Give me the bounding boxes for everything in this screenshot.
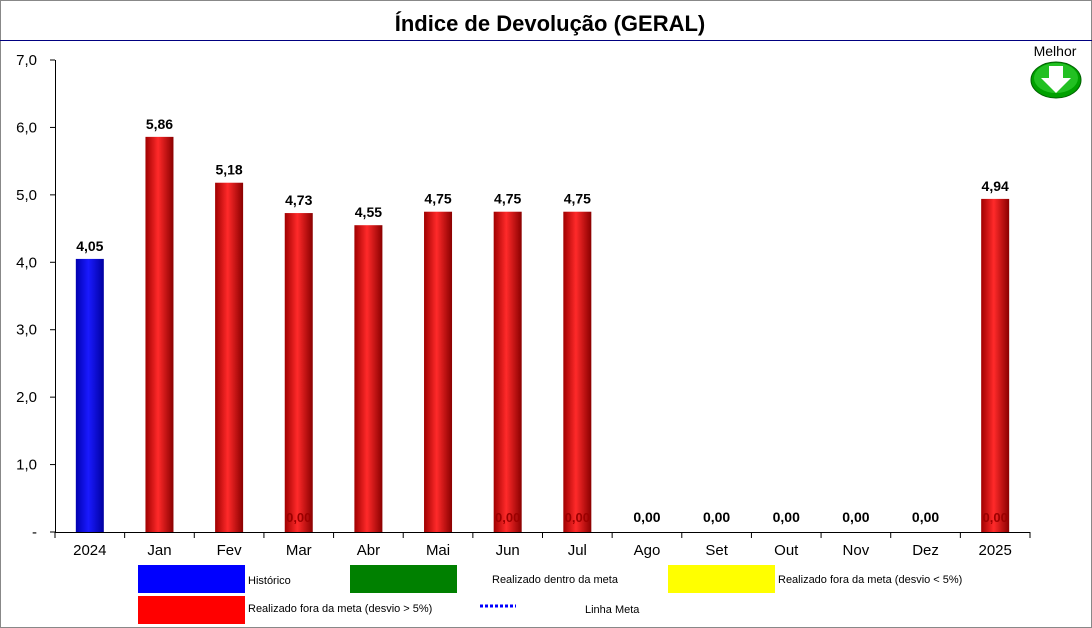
bars	[75, 136, 1010, 532]
bar-jul	[563, 211, 592, 532]
data-label: 4,05	[76, 238, 103, 254]
x-tick-label: 2024	[73, 542, 106, 559]
x-tick-label: Set	[705, 542, 728, 559]
data-labels: 4,05 5,86 5,18 4,73 0,00 4,55 4,75 4,75 0,00 4,75…	[76, 116, 1009, 525]
bar-mar	[284, 213, 313, 532]
y-tick-label: 5,0	[16, 187, 37, 204]
data-label: 0,00	[912, 509, 939, 525]
legend-swatch-fora5	[138, 596, 245, 624]
legend-label-fora5: Realizado fora da meta (desvio > 5%)	[248, 603, 432, 615]
y-tick-label: 7,0	[16, 52, 37, 69]
bar-2024	[75, 258, 104, 532]
bar-fev	[215, 182, 244, 532]
x-tick-label: Abr	[357, 542, 380, 559]
x-tick-label: Jul	[568, 542, 587, 559]
y-tick-label: 6,0	[16, 119, 37, 136]
data-label: 4,94	[982, 178, 1009, 194]
bar-jun	[493, 211, 522, 532]
x-tick-label: Out	[774, 542, 799, 559]
y-tick-label: 4,0	[16, 254, 37, 271]
legend: Histórico Realizado dentro da meta Realiza…	[138, 565, 962, 624]
data-label: 4,75	[564, 191, 591, 207]
chart-title: Índice de Devolução (GERAL)	[395, 11, 706, 36]
bar-mai	[424, 211, 453, 532]
x-tick-label: Jun	[496, 542, 520, 559]
x-tick-label: Dez	[912, 542, 939, 559]
x-tick-label: Mar	[286, 542, 312, 559]
data-label: 5,86	[146, 116, 173, 132]
data-label: 0,00	[773, 509, 800, 525]
legend-swatch-dentro	[350, 565, 457, 593]
y-tick-label: 3,0	[16, 322, 37, 339]
zero-label: 0,00	[565, 510, 590, 525]
x-tick-label: Ago	[634, 542, 661, 559]
bar-jan	[145, 136, 174, 532]
data-label: 4,75	[424, 191, 451, 207]
x-tick-label: Jan	[147, 542, 171, 559]
y-tick-label: 1,0	[16, 457, 37, 474]
legend-swatch-historico	[138, 565, 245, 593]
y-tick-label: 2,0	[16, 389, 37, 406]
zero-label: 0,00	[495, 510, 520, 525]
data-label: 0,00	[703, 509, 730, 525]
zero-label: 0,00	[983, 510, 1008, 525]
x-tick-label: Nov	[843, 542, 870, 559]
legend-label-meta: Linha Meta	[585, 604, 640, 616]
x-tick-label: 2025	[978, 542, 1011, 559]
arrow-down-icon	[1030, 61, 1082, 99]
zero-label: 0,00	[286, 510, 311, 525]
legend-label-fora5menos: Realizado fora da meta (desvio < 5%)	[778, 574, 962, 586]
data-label: 0,00	[842, 509, 869, 525]
data-label: 4,55	[355, 204, 382, 220]
better-label: Melhor	[1034, 43, 1077, 59]
legend-label-dentro: Realizado dentro da meta	[492, 574, 619, 586]
x-tick-label: Mai	[426, 542, 450, 559]
legend-swatch-fora5menos	[668, 565, 775, 593]
data-label: 4,75	[494, 191, 521, 207]
legend-label-historico: Histórico	[248, 575, 291, 587]
plot-area	[55, 60, 1030, 532]
axes: - 1,0 2,0 3,0 4,0 5,0 6,0 7,0 2024 Jan Fev Mar Abr Ma…	[16, 52, 1031, 559]
x-tick-label: Fev	[217, 542, 243, 559]
data-label: 5,18	[215, 162, 242, 178]
bar-2025	[981, 198, 1010, 532]
y-tick-label: -	[32, 524, 37, 541]
better-direction-indicator: Melhor	[1030, 43, 1082, 99]
data-label: 4,73	[285, 192, 312, 208]
bar-abr	[354, 225, 383, 532]
data-label: 0,00	[633, 509, 660, 525]
